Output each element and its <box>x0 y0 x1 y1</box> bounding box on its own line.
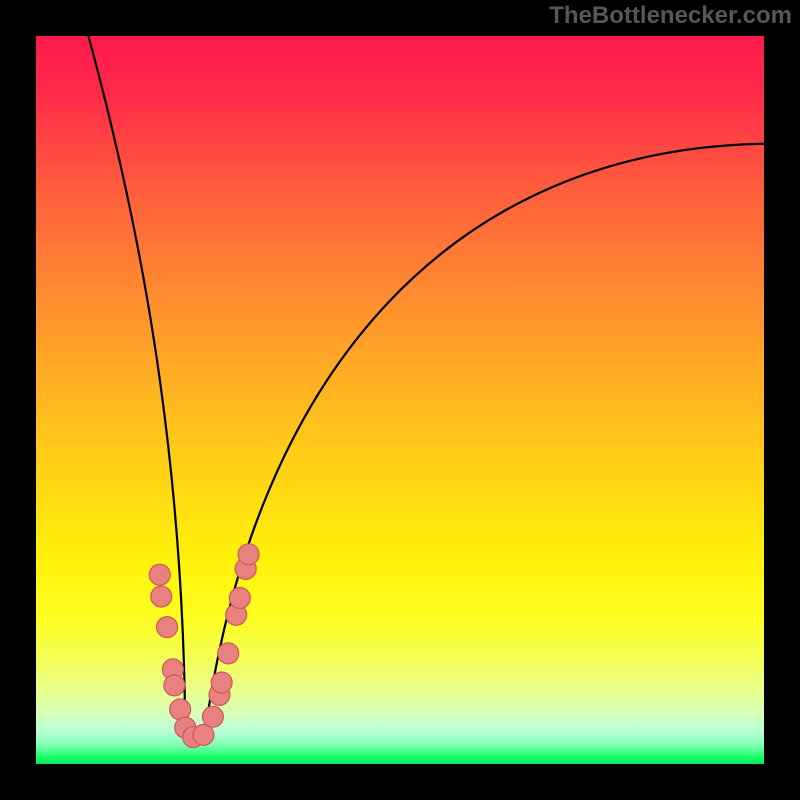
chart-gradient-background <box>36 36 764 764</box>
data-marker <box>164 675 185 696</box>
data-marker <box>238 544 259 565</box>
data-marker <box>149 564 170 585</box>
chart-svg <box>36 36 764 764</box>
data-marker <box>202 706 223 727</box>
chart-plot-area <box>36 36 764 764</box>
watermark-text: TheBottlenecker.com <box>549 2 792 30</box>
data-marker <box>211 672 232 693</box>
data-marker <box>229 588 250 609</box>
data-marker <box>151 586 172 607</box>
data-marker <box>218 643 239 664</box>
data-marker <box>157 617 178 638</box>
